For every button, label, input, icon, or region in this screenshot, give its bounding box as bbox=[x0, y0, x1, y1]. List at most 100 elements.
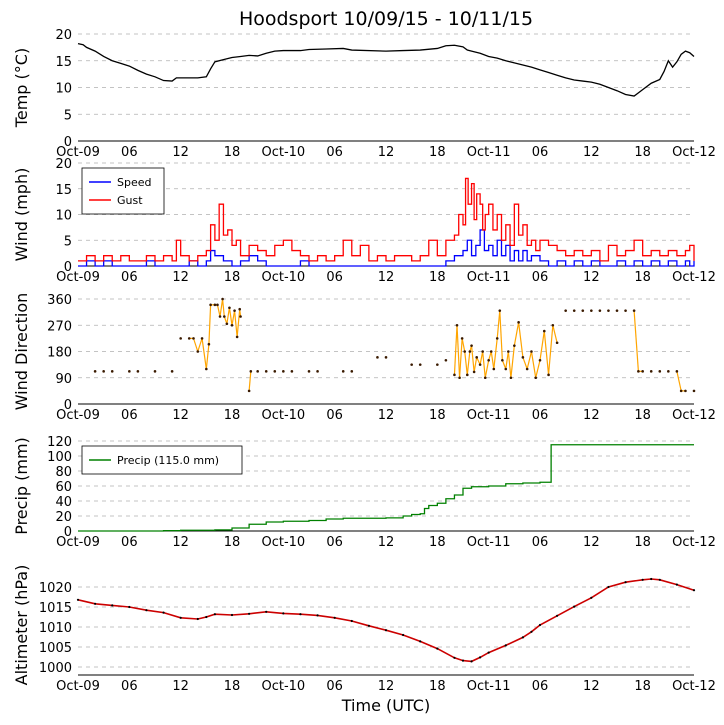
xtick-label-temp: 18 bbox=[429, 145, 446, 160]
direction-point bbox=[418, 363, 422, 366]
y-axis-label-temp: Temp (°C) bbox=[12, 48, 31, 128]
direction-segment bbox=[231, 310, 236, 326]
direction-segment bbox=[479, 351, 484, 365]
ytick-label-precip: 60 bbox=[55, 480, 72, 495]
xtick-label-temp: 12 bbox=[378, 145, 395, 160]
xtick-label-wdir: Oct-10 bbox=[261, 408, 305, 423]
direction-point bbox=[341, 370, 345, 373]
ytick-label-altim: 1010 bbox=[39, 621, 72, 636]
direction-point bbox=[213, 303, 217, 307]
direction-segment bbox=[496, 310, 501, 339]
direction-point bbox=[530, 350, 533, 353]
y-axis-label-altim: Altimeter (hPa) bbox=[12, 565, 31, 686]
direction-segment bbox=[493, 338, 498, 370]
direction-point bbox=[675, 370, 679, 373]
direction-point bbox=[489, 350, 493, 353]
xtick-label-temp: 12 bbox=[583, 145, 600, 160]
altimeter-point bbox=[384, 629, 388, 632]
direction-segment bbox=[466, 351, 471, 375]
altimeter-point bbox=[453, 656, 456, 659]
ytick-label-wdir: 360 bbox=[47, 293, 72, 308]
xtick-label-wind: 12 bbox=[378, 270, 395, 285]
direction-point bbox=[247, 389, 251, 393]
ytick-label-precip: 120 bbox=[47, 435, 72, 450]
direction-segment bbox=[205, 344, 210, 370]
xtick-label-altim: 18 bbox=[429, 679, 446, 694]
direction-point bbox=[581, 309, 585, 312]
direction-point bbox=[228, 306, 231, 310]
direction-point bbox=[230, 323, 234, 327]
direction-segment bbox=[539, 330, 545, 361]
altimeter-point bbox=[675, 583, 678, 586]
direction-point bbox=[504, 367, 508, 371]
xtick-label-wdir: Oct-09 bbox=[56, 408, 100, 423]
direction-segment bbox=[219, 298, 224, 317]
direction-segment bbox=[522, 357, 528, 370]
direction-segment bbox=[248, 371, 252, 391]
altimeter-point bbox=[641, 578, 644, 581]
xtick-label-precip: 06 bbox=[326, 535, 343, 550]
altimeter-point bbox=[196, 617, 199, 621]
direction-point bbox=[436, 363, 439, 366]
direction-point bbox=[223, 315, 226, 318]
y-axis-label-precip: Precip (mm) bbox=[12, 437, 31, 535]
direction-point bbox=[460, 337, 464, 340]
ytick-label-wdir: 270 bbox=[47, 319, 72, 334]
direction-segment bbox=[547, 325, 554, 375]
xtick-label-precip: Oct-10 bbox=[261, 535, 305, 550]
direction-point bbox=[233, 309, 236, 312]
direction-point bbox=[200, 337, 204, 340]
direction-point bbox=[153, 370, 157, 373]
xtick-label-wdir: 18 bbox=[634, 408, 651, 423]
xtick-label-precip: Oct-09 bbox=[56, 535, 100, 550]
series-line-precip-precip bbox=[78, 444, 694, 532]
altimeter-point bbox=[479, 656, 482, 659]
xtick-label-wind: 06 bbox=[532, 270, 549, 285]
altimeter-point bbox=[94, 602, 97, 605]
direction-point bbox=[564, 309, 567, 312]
altimeter-point bbox=[162, 611, 165, 614]
direction-point bbox=[238, 307, 241, 311]
direction-segment bbox=[201, 338, 207, 370]
direction-segment bbox=[221, 298, 225, 317]
ytick-label-precip: 0 bbox=[64, 525, 72, 540]
legend-label-wind: Speed bbox=[117, 176, 151, 189]
xtick-label-wind: 12 bbox=[583, 270, 600, 285]
altimeter-point bbox=[538, 623, 542, 627]
direction-point bbox=[598, 309, 602, 312]
direction-point bbox=[590, 309, 593, 312]
xtick-label-wind: Oct-11 bbox=[467, 270, 511, 285]
direction-point bbox=[495, 337, 499, 340]
series-line-altim-altimeter bbox=[77, 578, 695, 663]
direction-point bbox=[458, 376, 461, 380]
altimeter-point bbox=[504, 644, 507, 647]
direction-point bbox=[607, 309, 610, 312]
direction-point bbox=[692, 389, 696, 393]
direction-point bbox=[632, 309, 636, 312]
series-line-temp-temp bbox=[77, 42, 695, 97]
direction-point bbox=[453, 373, 456, 377]
xtick-label-temp: 18 bbox=[634, 145, 651, 160]
xtick-label-wind: 12 bbox=[172, 270, 189, 285]
xtick-label-wdir: Oct-12 bbox=[672, 408, 716, 423]
xtick-label-wdir: 06 bbox=[326, 408, 343, 423]
direction-point bbox=[679, 389, 683, 393]
direction-point bbox=[481, 350, 484, 353]
xtick-label-altim: Oct-09 bbox=[56, 679, 100, 694]
direction-point bbox=[658, 370, 662, 373]
direction-point bbox=[525, 367, 529, 371]
direction-point bbox=[196, 350, 200, 353]
direction-point bbox=[478, 363, 482, 366]
direction-point bbox=[455, 323, 459, 327]
xtick-label-temp: Oct-09 bbox=[56, 145, 100, 160]
ytick-label-altim: 1000 bbox=[39, 661, 72, 676]
altimeter-point bbox=[436, 647, 439, 650]
direction-segment bbox=[453, 325, 458, 375]
direction-point bbox=[572, 309, 576, 312]
legend-box-wind bbox=[81, 167, 165, 215]
direction-segment bbox=[552, 325, 558, 343]
xtick-label-wdir: 06 bbox=[532, 408, 549, 423]
altimeter-point bbox=[590, 596, 593, 599]
direction-point bbox=[641, 370, 644, 373]
xtick-label-temp: 12 bbox=[172, 145, 189, 160]
